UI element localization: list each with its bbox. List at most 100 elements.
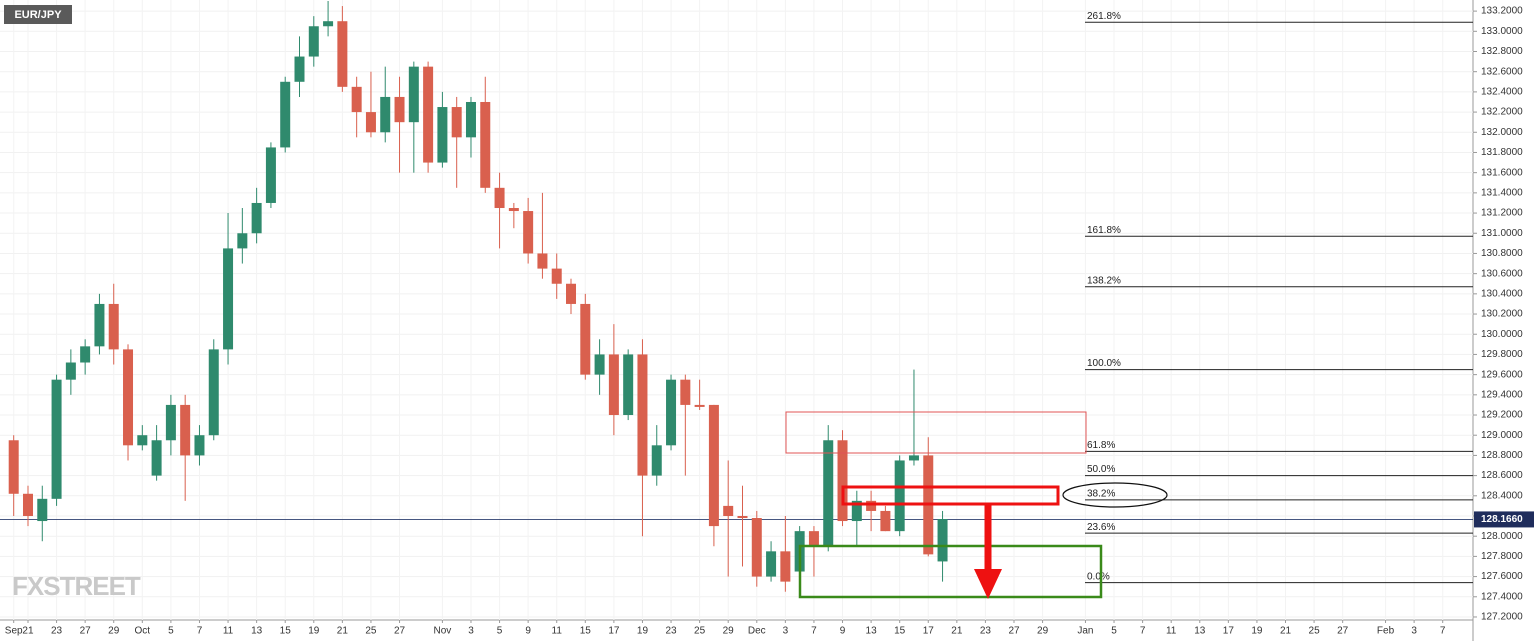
candle-body [380,96,391,133]
candle-body [94,303,105,347]
x-tick-label: 11 [223,626,234,637]
x-tick-label: 3 [468,626,474,637]
y-tick-label: 133.0000 [1481,26,1523,37]
watermark: FXSTREET [12,571,141,601]
candle-body [494,187,505,209]
y-tick-label: 132.2000 [1481,107,1523,118]
y-tick-label: 131.8000 [1481,147,1523,158]
x-tick-label: 27 [1337,626,1349,637]
x-tick-label: 15 [580,626,592,637]
x-tick-label: 23 [665,626,677,637]
x-tick-label: 25 [1309,626,1321,637]
candle-body [251,202,262,234]
candle-body [423,66,434,163]
x-tick-label: 5 [1111,626,1117,637]
y-tick-label: 128.6000 [1481,470,1523,481]
candle-body [723,505,734,516]
x-tick-label: 3 [1411,626,1417,637]
price-axis-bg [1473,0,1536,641]
candle-body [37,498,48,522]
resistance-zone [785,411,1087,454]
candle-body [123,349,134,446]
candle-body [866,500,877,511]
candle-body [851,500,862,522]
candle-body [165,404,176,441]
candle-body [580,303,591,375]
y-tick-label: 127.6000 [1481,571,1523,582]
fib-label: 61.8% [1087,440,1115,451]
x-tick-label: 13 [1194,626,1206,637]
candle-body [780,551,791,582]
y-tick-label: 128.4000 [1481,490,1523,501]
x-tick-label: 25 [365,626,377,637]
candle-body [808,531,819,547]
y-tick-label: 133.2000 [1481,6,1523,17]
x-tick-label: 29 [723,626,735,637]
x-tick-label: 27 [80,626,92,637]
y-tick-label: 130.0000 [1481,329,1523,340]
y-tick-label: 132.0000 [1481,127,1523,138]
candle-body [823,440,834,547]
highlight-ellipse [1062,482,1168,508]
y-tick-label: 130.6000 [1481,268,1523,279]
candle-body [608,354,619,416]
y-tick-label: 132.6000 [1481,66,1523,77]
candle-body [208,349,219,436]
y-tick-label: 129.6000 [1481,369,1523,380]
candle-body [437,107,448,163]
y-tick-label: 131.4000 [1481,188,1523,199]
candle-body [265,147,276,203]
y-tick-label: 132.8000 [1481,46,1523,57]
fib-label: 38.2% [1087,488,1115,499]
x-tick-label: 7 [1440,626,1446,637]
x-tick-label: 29 [108,626,120,637]
candle-body [451,107,462,138]
last-price-badge [1474,511,1534,528]
x-tick-label: Jan [1077,626,1093,637]
y-tick-label: 128.0000 [1481,531,1523,542]
x-tick-label: 27 [1008,626,1020,637]
fib-label: 50.0% [1087,464,1115,475]
candle-body [51,379,62,499]
candle-body [22,493,33,516]
x-tick-label: 13 [251,626,263,637]
x-tick-label: 9 [525,626,531,637]
x-tick-label: 11 [1166,626,1177,637]
x-tick-label: 21 [1280,626,1292,637]
y-tick-label: 127.8000 [1481,551,1523,562]
candle-body [237,233,248,249]
fib-label: 100.0% [1087,358,1121,369]
x-tick-label: 7 [197,626,203,637]
x-tick-label: 15 [280,626,292,637]
last-price-label: 128.1660 [1481,514,1523,525]
symbol-badge [4,5,72,24]
x-tick-label: 21 [951,626,963,637]
candle-body [566,283,577,304]
x-tick-label: 19 [637,626,649,637]
candle-body [351,86,362,113]
x-tick-label: Oct [135,626,151,637]
fib-label: 0.0% [1087,571,1110,582]
candle-body [680,379,691,405]
candle-body [80,346,91,363]
x-tick-label: 17 [923,626,935,637]
target-zone [798,544,1103,599]
x-tick-label: 21 [22,626,34,637]
candle-body [65,362,76,380]
y-tick-label: 130.8000 [1481,248,1523,259]
y-tick-label: 129.2000 [1481,410,1523,421]
candle-body [194,435,205,456]
fib-label: 23.6% [1087,522,1115,533]
x-tick-label: 27 [394,626,406,637]
x-tick-label: 15 [894,626,906,637]
candle-body [708,404,719,527]
y-tick-label: 130.2000 [1481,309,1523,320]
candle-body [651,445,662,476]
x-tick-label: 11 [552,626,563,637]
x-tick-label: 7 [811,626,817,637]
x-tick-label: 21 [337,626,349,637]
x-tick-label: 3 [783,626,789,637]
candle-body [666,379,677,446]
candle-body [766,551,777,577]
candle-body [108,303,119,350]
